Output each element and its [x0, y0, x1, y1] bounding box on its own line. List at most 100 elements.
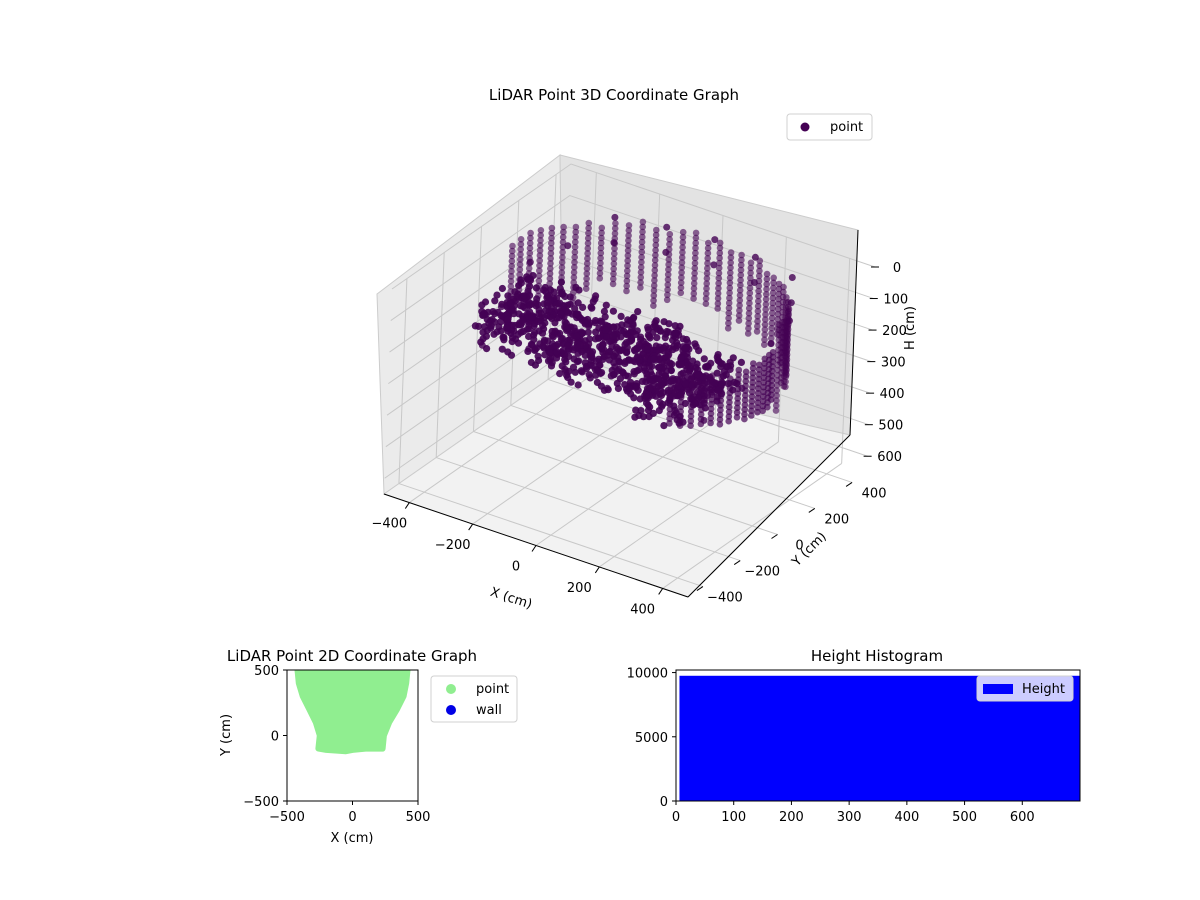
chart-3d-point: [536, 267, 543, 275]
chart-3d-x-tick: [658, 588, 664, 595]
chart-3d-point: [508, 321, 516, 329]
chart-3d-x-tick-label: −200: [435, 538, 471, 553]
chart-3d-point: [552, 301, 560, 309]
chart-3d-point: [767, 340, 775, 348]
chart-3d-point: [493, 291, 501, 299]
chart-3d-point: [638, 243, 646, 251]
chart-3d-point: [625, 227, 633, 234]
chart-3d-y-tick-label: 400: [862, 486, 887, 501]
chart-3d-z-tick-label: 300: [881, 356, 906, 371]
chart-3d-point: [691, 264, 699, 272]
chart-3d-point: [736, 297, 744, 304]
chart-3d-point: [704, 260, 711, 267]
chart-3d-point: [574, 299, 582, 307]
chart-3d-point: [517, 246, 524, 253]
chart-3d-point: [695, 347, 703, 355]
chart-3d-point: [772, 407, 780, 414]
chart-3d-point: [777, 354, 784, 362]
chart-3d-point: [510, 302, 519, 310]
chart-3d-point: [755, 272, 763, 280]
chart-3d-point: [623, 282, 630, 290]
chart-3d-point: [687, 413, 695, 420]
chart-3d-point: [605, 356, 613, 364]
chart-3d-point: [650, 292, 658, 299]
chart-3d-point: [736, 287, 744, 294]
chart-3d-point: [737, 276, 744, 284]
chart-3d-point: [768, 324, 775, 332]
chart-3d-point: [746, 294, 753, 302]
chart-3d-point: [539, 321, 547, 329]
chart-3d-point: [662, 248, 670, 256]
chart-3d-point: [634, 353, 642, 361]
chart-3d-point: [497, 327, 505, 335]
chart-3d-point: [650, 282, 658, 289]
chart-3d-point: [536, 247, 544, 254]
chart-3d-point: [586, 374, 594, 382]
chart-3d-point: [624, 262, 631, 270]
chart-3d-point: [651, 256, 659, 264]
chart-3d-point: [655, 356, 663, 364]
chart-3d-point: [665, 266, 672, 273]
chart-3d-point: [623, 272, 631, 280]
chart-3d-point: [690, 290, 698, 297]
chart-3d-point: [747, 269, 754, 277]
chart-3d-point: [715, 285, 722, 292]
chart-3d-point: [677, 370, 685, 378]
chart-histogram: Height Histogram 0 100 200 300 400 500 600 0 500…: [627, 647, 1081, 825]
chart-3d-point: [703, 275, 711, 282]
chart-histogram-legend-swatch: [983, 684, 1013, 694]
chart-3d-point: [537, 237, 544, 244]
chart-3d-y-axis-line: [687, 434, 851, 598]
chart-3d-point: [715, 269, 723, 277]
chart-3d-point: [600, 352, 608, 361]
chart-3d-point: [572, 332, 581, 340]
chart-3d-point: [591, 317, 600, 325]
chart-3d-point: [687, 408, 695, 415]
chart-3d-point: [635, 411, 643, 420]
chart-3d-point: [769, 299, 776, 307]
chart-3d-point: [675, 382, 683, 390]
chart-3d-ticks: −400−2000200400−400−20002004000100200300…: [371, 261, 908, 617]
chart-3d-point: [536, 252, 544, 259]
chart-3d-point: [572, 238, 579, 246]
chart-3d-point: [769, 309, 776, 317]
chart-3d-point: [718, 360, 726, 368]
chart-3d-point: [727, 249, 735, 256]
chart-3d-point: [679, 234, 687, 241]
chart-histogram-legend-label: Height: [1022, 682, 1065, 697]
chart-3d-x-axis-label: X (cm): [488, 585, 534, 613]
chart-3d-point: [742, 392, 749, 399]
chart-3d-point: [703, 270, 711, 277]
chart-3d-point: [707, 405, 715, 413]
chart-3d-point: [598, 229, 605, 237]
chart-3d-point: [560, 223, 567, 231]
chart-3d-point: [702, 300, 710, 308]
chart-3d-point: [716, 259, 723, 267]
chart-3d-point: [690, 280, 698, 287]
chart-3d-point: [611, 225, 619, 232]
chart-3d-point: [531, 346, 539, 354]
chart-3d-point: [717, 406, 724, 414]
chart-3d-point: [764, 403, 771, 411]
chart-3d-point: [733, 414, 741, 421]
chart-3d-point: [671, 322, 679, 330]
chart-histogram-legend-frame: [976, 675, 1074, 702]
chart-2d-x-axis-label: X (cm): [331, 831, 374, 846]
chart-3d-point: [547, 286, 555, 294]
chart-3d-point: [610, 239, 618, 247]
chart-3d-point: [694, 382, 702, 390]
chart-3d-point: [572, 283, 580, 291]
chart-3d-point: [782, 364, 789, 372]
chart-3d-point: [745, 320, 752, 327]
chart-3d-point: [762, 311, 769, 318]
chart-3d-point: [584, 255, 591, 262]
chart-3d-point: [768, 382, 775, 389]
chart-3d-point: [635, 341, 644, 349]
chart-3d-point: [584, 250, 591, 257]
chart-3d-point: [516, 271, 523, 278]
chart-3d-point: [666, 393, 674, 401]
chart-3d-point: [664, 291, 671, 299]
chart-3d-z-tick-label: 0: [893, 261, 901, 276]
chart-3d-point: [625, 237, 632, 244]
